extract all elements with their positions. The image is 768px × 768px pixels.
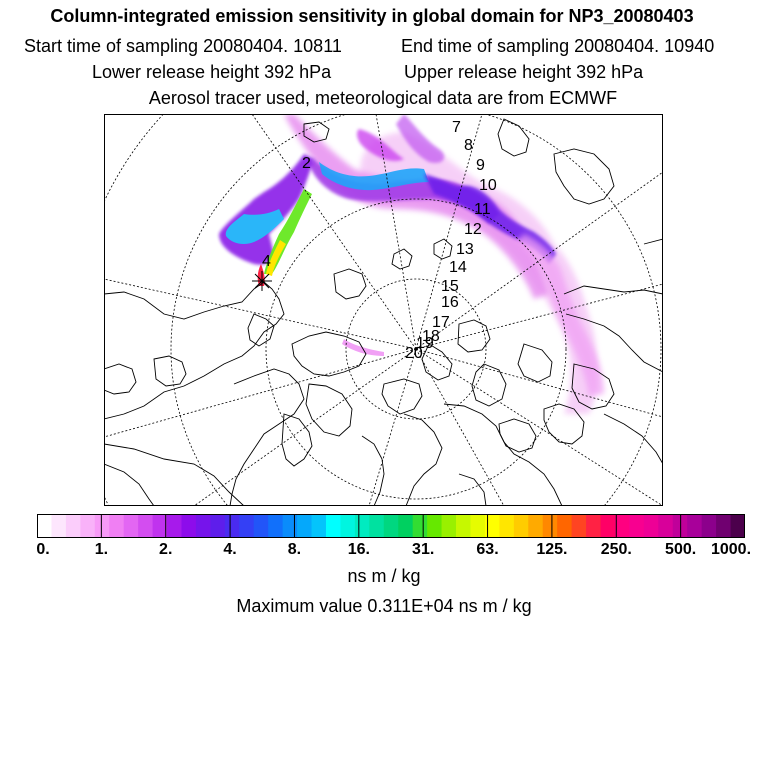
colorbar-cell — [325, 514, 342, 538]
colorbar-tick-label: 16. — [347, 541, 370, 558]
graticule — [104, 114, 663, 506]
colorbar-cell — [311, 514, 327, 538]
colorbar-tick-label: 125. — [536, 541, 568, 558]
colorbar-cell — [658, 514, 674, 538]
colorbar-cell — [643, 514, 659, 538]
colorbar-cell — [701, 514, 717, 538]
colorbar-cell — [239, 514, 255, 538]
colorbar-cell — [152, 514, 168, 538]
colorbar-tick-label: 1000. — [710, 541, 752, 558]
day-label: 12 — [464, 221, 482, 238]
end-time-label: End time of sampling 20080404. 10940 — [401, 36, 715, 56]
colorbar-cell — [340, 514, 356, 538]
maximum-value-label: Maximum value 0.311E+04 ns m / kg — [236, 596, 532, 616]
day-label: 17 — [432, 314, 450, 331]
day-label: 11 — [474, 201, 491, 218]
colorbar-cell — [224, 514, 240, 538]
colorbar-cell — [600, 514, 616, 538]
day-label: 20 — [405, 345, 423, 362]
day-label: 16 — [441, 294, 459, 311]
coastlines — [104, 118, 663, 506]
info-line: Aerosol tracer used, meteorological data… — [148, 88, 618, 108]
colorbar-cell — [354, 514, 370, 538]
map-title: Column-integrated emission sensitivity i… — [50, 6, 694, 26]
colorbar-cell — [614, 514, 631, 538]
colorbar-cell — [181, 514, 197, 538]
colorbar-cell — [586, 514, 602, 538]
colorbar-tick-label: 1. — [94, 541, 109, 558]
colorbar-cell — [687, 514, 703, 538]
colorbar-cell — [369, 514, 385, 538]
colorbar-tick-label: 8. — [287, 541, 302, 558]
colorbar-cell — [513, 514, 529, 538]
colorbar-tick-label: 31. — [412, 541, 435, 558]
day-label: 8 — [464, 137, 473, 154]
day-label: 4 — [262, 253, 271, 270]
colorbar-cell — [427, 514, 443, 538]
colorbar-cell — [94, 514, 110, 538]
start-time-label: Start time of sampling 20080404. 10811 — [24, 36, 342, 56]
emission-plume — [219, 114, 604, 414]
colorbar-cell — [123, 514, 139, 538]
colorbar-cell — [109, 514, 125, 538]
colorbar-tick-label: 500. — [665, 541, 697, 558]
day-label: 19 — [416, 335, 434, 352]
colorbar-cell — [37, 514, 53, 538]
colorbar-cell — [557, 514, 573, 538]
colorbar-cell — [268, 514, 284, 538]
colorbar-cell — [398, 514, 414, 538]
colorbar-unit-label: ns m / kg — [347, 566, 421, 586]
colorbar-cell — [253, 514, 269, 538]
colorbar-cell — [484, 514, 500, 538]
upper-release-label: Upper release height 392 hPa — [404, 62, 644, 82]
colorbar — [37, 514, 745, 538]
colorbar-cell — [167, 514, 183, 538]
release-location-marker — [252, 271, 272, 291]
colorbar-tick-label: 0. — [36, 541, 50, 558]
polar-map: 2 4 7 8 9 10 11 12 13 14 15 16 17 18 19 … — [104, 114, 663, 506]
colorbar-cell — [195, 514, 211, 538]
day-label: 18 — [422, 328, 440, 345]
colorbar-cell — [456, 514, 472, 538]
colorbar-cell — [730, 514, 745, 538]
colorbar-cell — [80, 514, 96, 538]
colorbar-cell — [441, 514, 457, 538]
colorbar-cell — [51, 514, 67, 538]
colorbar-cell — [297, 514, 313, 538]
colorbar-tick-label: 250. — [600, 541, 632, 558]
colorbar-cell — [470, 514, 486, 538]
colorbar-cell — [210, 514, 226, 538]
day-labels: 2 4 7 8 9 10 11 12 13 14 15 16 17 18 19 … — [262, 119, 497, 362]
day-label: 7 — [452, 119, 461, 136]
colorbar-cell — [282, 514, 298, 538]
colorbar-tick-label: 4. — [223, 541, 237, 558]
day-label: 13 — [456, 241, 474, 258]
day-label: 14 — [449, 259, 467, 276]
colorbar-cell — [65, 514, 81, 538]
colorbar-cell — [542, 514, 558, 538]
day-label: 2 — [302, 155, 311, 172]
colorbar-cell — [629, 514, 645, 538]
lower-release-label: Lower release height 392 hPa — [92, 62, 332, 82]
colorbar-cell — [571, 514, 587, 538]
colorbar-cell — [528, 514, 544, 538]
colorbar-cell — [716, 514, 732, 538]
colorbar-tick-label: 2. — [159, 541, 173, 558]
day-label: 15 — [441, 278, 459, 295]
colorbar-tick-label: 63. — [476, 541, 499, 558]
day-label: 9 — [476, 157, 485, 174]
colorbar-cell — [499, 514, 515, 538]
day-label: 10 — [479, 177, 497, 194]
colorbar-cell — [383, 514, 399, 538]
colorbar-cell — [412, 514, 428, 538]
colorbar-cell — [138, 514, 154, 538]
